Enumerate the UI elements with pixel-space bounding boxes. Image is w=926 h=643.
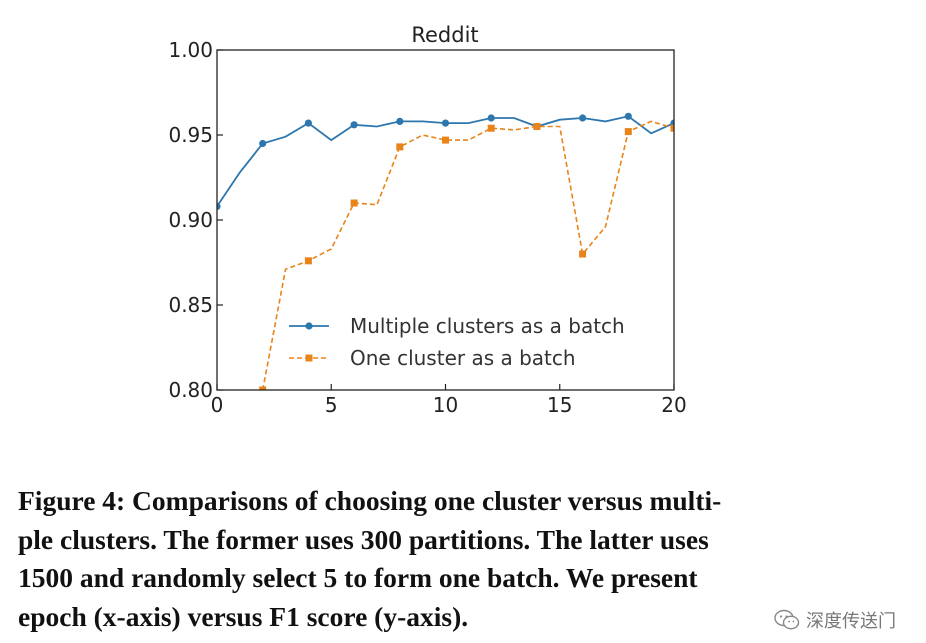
legend: Multiple clusters as a batch One cluster… [289,314,625,370]
y-tick-label: 0.85 [168,293,213,317]
figure-caption: Figure 4: Comparisons of choosing one cl… [18,485,722,632]
data-point-multiple-clusters [350,121,358,129]
reddit-f1-chart: Reddit 0 5 10 15 20 0.80 0.85 0.90 0.95 1.00 Mult… [168,23,686,417]
legend-label-one: One cluster as a batch [350,346,576,370]
data-point-one-cluster [259,386,267,390]
x-tick-label: 5 [325,393,338,417]
data-point-multiple-clusters [217,202,221,210]
data-point-one-cluster [624,128,632,136]
watermark: 深度传送门 [774,607,896,633]
x-tick-label: 10 [433,393,458,417]
data-point-multiple-clusters [579,114,587,122]
data-point-one-cluster [487,124,495,132]
data-point-multiple-clusters [487,114,495,122]
data-point-multiple-clusters [396,117,404,125]
series-line-one-cluster [261,120,674,390]
data-point-multiple-clusters [259,139,267,148]
y-tick-label: 0.90 [168,208,213,232]
data-point-multiple-clusters [304,119,312,127]
x-tick-label: 0 [211,393,224,417]
data-point-multiple-clusters [441,119,450,127]
data-point-multiple-clusters [624,112,632,120]
data-point-one-cluster [579,250,587,258]
x-tick-label: 15 [547,393,572,417]
series-layer [217,112,674,390]
legend-marker-multiple [305,322,313,330]
y-tick-label: 0.95 [168,123,213,147]
plot-frame [216,49,675,391]
data-point-one-cluster [533,123,541,130]
series-line-multiple-clusters [217,115,674,207]
data-point-one-cluster [304,257,312,265]
axis-ticks: 0 5 10 15 20 0.80 0.85 0.90 0.95 1.00 [168,38,686,417]
data-point-one-cluster [350,199,358,207]
data-point-one-cluster [670,124,674,132]
legend-label-multiple: Multiple clusters as a batch [350,314,625,338]
legend-marker-one [305,354,313,362]
y-tick-label: 1.00 [168,38,213,62]
data-point-one-cluster [442,136,449,144]
watermark-text: 深度传送门 [806,611,896,632]
x-tick-label: 20 [661,393,686,417]
chart-title: Reddit [411,23,478,47]
wechat-icon [774,609,800,630]
y-tick-label: 0.80 [168,378,213,402]
data-point-one-cluster [396,143,404,151]
